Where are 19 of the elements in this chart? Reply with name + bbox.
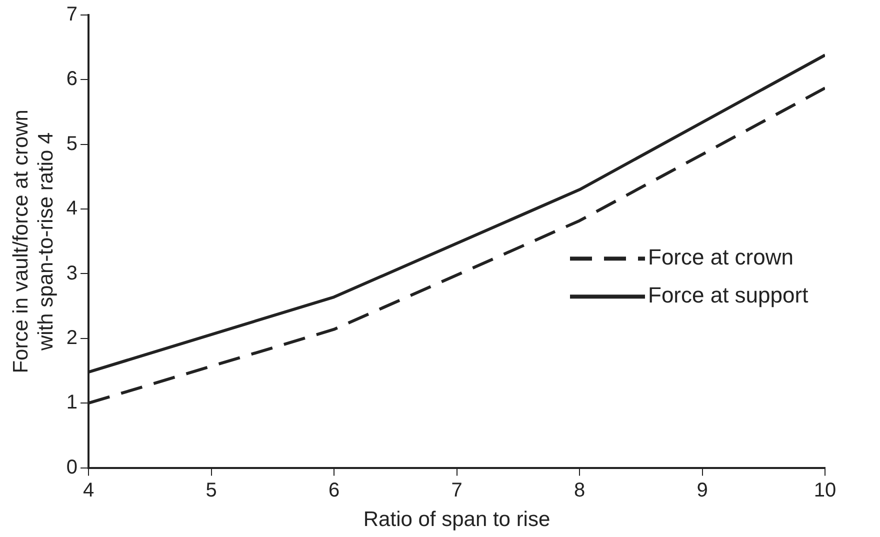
y-tick-label: 5 xyxy=(66,132,78,155)
x-tick-label: 9 xyxy=(696,479,708,502)
x-axis-title: Ratio of span to rise xyxy=(363,508,550,532)
x-tick-label: 5 xyxy=(206,479,217,502)
y-tick-label: 3 xyxy=(66,262,78,284)
y-axis-title: Force in vault/force at crown with span-to-rise ratio 4 xyxy=(9,110,58,374)
y-tick-label: 7 xyxy=(66,4,78,26)
x-tick-label: 10 xyxy=(814,479,836,502)
y-tick-label: 0 xyxy=(66,456,78,478)
legend-label: Force at crown xyxy=(648,244,794,270)
x-tick-label: 8 xyxy=(574,479,586,502)
x-tick-label: 6 xyxy=(328,479,340,502)
y-tick-label: 2 xyxy=(66,326,78,349)
x-tick-label: 7 xyxy=(451,479,462,502)
x-tick-label: 4 xyxy=(82,479,94,502)
y-tick-label: 4 xyxy=(66,198,78,220)
y-tick-label: 6 xyxy=(66,68,78,90)
y-tick-label: 1 xyxy=(66,392,78,414)
legend-label: Force at support xyxy=(648,282,808,308)
